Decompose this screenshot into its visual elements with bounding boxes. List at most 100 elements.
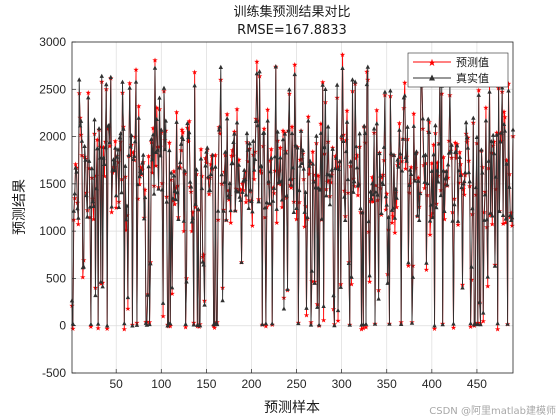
series-true-point [403, 154, 408, 160]
series-true-point [99, 73, 104, 78]
series-true-point [381, 144, 387, 149]
series-pred-point: ★ [392, 229, 398, 237]
series-true-point [310, 161, 315, 166]
series-pred-point: ★ [501, 108, 507, 116]
series-true-point [254, 71, 260, 76]
series-true-point [235, 189, 241, 194]
series-pred-point: ★ [88, 323, 94, 331]
series-pred-point: ★ [355, 192, 361, 200]
series-pred-point: ★ [136, 181, 142, 189]
series-pred-point: ★ [389, 219, 395, 227]
series-true-point [420, 116, 426, 121]
series-pred-point: ★ [421, 184, 427, 192]
series-pred-point: ★ [467, 323, 473, 331]
series-pred-point: ★ [396, 120, 402, 128]
series-true-point [449, 142, 454, 147]
series-pred-point: ★ [181, 227, 187, 235]
series-true-point [432, 323, 437, 328]
series-pred-point: ★ [429, 160, 435, 168]
series-true-point [240, 189, 245, 194]
series-true-point [467, 179, 472, 184]
series-pred-point: ★ [489, 220, 495, 228]
series-true-point [284, 193, 289, 198]
series-pred-point: ★ [192, 68, 198, 76]
series-true-point [187, 130, 192, 135]
series-pred-point: ★ [101, 173, 107, 181]
series-true-point [373, 189, 379, 194]
series-true-point [108, 74, 113, 79]
series-true-point [244, 130, 250, 136]
series-true-point [470, 206, 475, 211]
series-true-point [159, 127, 164, 132]
series-true-point [279, 178, 284, 183]
series-true-point [317, 187, 323, 192]
series-pred-point: ★ [458, 161, 464, 169]
series-true-point [256, 199, 261, 204]
series-true-point [255, 123, 260, 128]
series-pred-point: ★ [378, 211, 384, 219]
series-pred-point: ★ [303, 311, 309, 319]
series-true-point [77, 77, 82, 82]
series-true-point [126, 152, 132, 157]
series-pred-point: ★ [224, 111, 230, 119]
series-true-point [370, 181, 375, 186]
series-true-point [408, 171, 414, 177]
series-true-point [416, 178, 421, 183]
series-pred-point: ★ [423, 266, 429, 274]
series-true-point [321, 303, 326, 309]
series-true-point [177, 165, 182, 170]
series-pred-point: ★ [180, 128, 186, 136]
series-true-point [386, 214, 391, 220]
series-pred-point: ★ [366, 278, 372, 286]
series-pred-point: ★ [363, 323, 369, 331]
series-true-point [88, 321, 94, 327]
series-true-point [422, 179, 427, 184]
series-true-point [499, 130, 504, 135]
series-pred-point: ★ [509, 222, 515, 230]
series-true-point [123, 217, 129, 222]
series-pred-point: ★ [139, 166, 145, 174]
series-true-point [405, 124, 410, 129]
x-tick-label: 300 [332, 377, 352, 391]
series-pred-point: ★ [254, 58, 260, 66]
series-true-point [204, 149, 209, 154]
series-true-point [226, 195, 232, 200]
series-pred-point: ★ [150, 124, 156, 132]
series-true-point [382, 89, 388, 94]
series-true-point [448, 149, 453, 154]
series-true-point [125, 294, 131, 300]
series-pred-point: ★ [226, 196, 232, 204]
series-true-point [81, 264, 86, 269]
series-true-point [433, 123, 438, 128]
series-true-point [197, 323, 203, 328]
series-true-point [280, 137, 286, 142]
series-true-point [188, 184, 194, 189]
series-true-line [71, 66, 514, 327]
series-true-point [158, 153, 163, 158]
series-true-point [89, 166, 95, 171]
series-pred-point: ★ [353, 155, 359, 163]
series-true-point [278, 155, 283, 160]
series-pred-point: ★ [110, 163, 116, 171]
series-true-point [463, 119, 469, 125]
series-pred-point: ★ [166, 139, 172, 147]
series-pred-point: ★ [288, 184, 294, 192]
series-true-point [339, 133, 344, 138]
series-true-point [232, 131, 237, 136]
series-true-point [160, 300, 166, 305]
series-true-point [311, 179, 316, 184]
series-true-point [175, 190, 180, 195]
series-true-point [169, 170, 174, 175]
series-pred-point: ★ [212, 151, 218, 159]
series-true-point [292, 71, 297, 77]
series-true-point [213, 164, 218, 169]
series-true-point [505, 321, 510, 326]
series-pred-point: ★ [267, 157, 273, 165]
series-true-point [442, 208, 447, 213]
series-true-point [407, 182, 412, 187]
y-tick-label: 500 [46, 271, 66, 285]
series-true-point [318, 130, 324, 135]
series-true-point [182, 168, 187, 173]
series-pred-point: ★ [394, 204, 400, 212]
series-true-point [79, 138, 85, 143]
